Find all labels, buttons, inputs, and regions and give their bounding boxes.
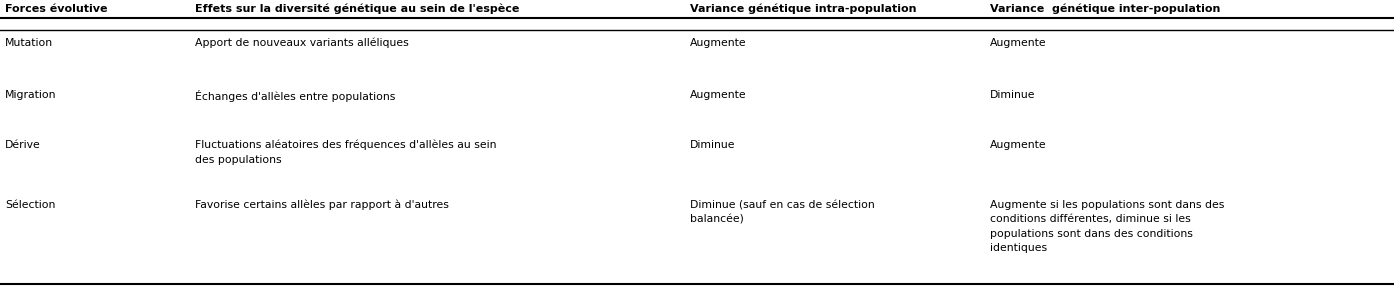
Text: Augmente: Augmente [990, 140, 1047, 150]
Text: Diminue (sauf en cas de sélection
balancée): Diminue (sauf en cas de sélection balanc… [690, 200, 875, 224]
Text: Fluctuations aléatoires des fréquences d'allèles au sein
des populations: Fluctuations aléatoires des fréquences d… [195, 140, 496, 165]
Text: Échanges d'allèles entre populations: Échanges d'allèles entre populations [195, 90, 396, 102]
Text: Forces évolutive: Forces évolutive [6, 4, 107, 14]
Text: Mutation: Mutation [6, 38, 53, 48]
Text: Effets sur la diversité génétique au sein de l'espèce: Effets sur la diversité génétique au sei… [195, 4, 520, 14]
Text: Augmente: Augmente [690, 38, 747, 48]
Text: Migration: Migration [6, 90, 57, 100]
Text: Augmente: Augmente [690, 90, 747, 100]
Text: Apport de nouveaux variants alléliques: Apport de nouveaux variants alléliques [195, 38, 408, 49]
Text: Augmente: Augmente [990, 38, 1047, 48]
Text: Augmente si les populations sont dans des
conditions différentes, diminue si les: Augmente si les populations sont dans de… [990, 200, 1224, 253]
Text: Variance  génétique inter-population: Variance génétique inter-population [990, 4, 1220, 14]
Text: Sélection: Sélection [6, 200, 56, 210]
Text: Dérive: Dérive [6, 140, 40, 150]
Text: Diminue: Diminue [690, 140, 736, 150]
Text: Favorise certains allèles par rapport à d'autres: Favorise certains allèles par rapport à … [195, 200, 449, 211]
Text: Diminue: Diminue [990, 90, 1036, 100]
Text: Variance génétique intra-population: Variance génétique intra-population [690, 4, 916, 14]
